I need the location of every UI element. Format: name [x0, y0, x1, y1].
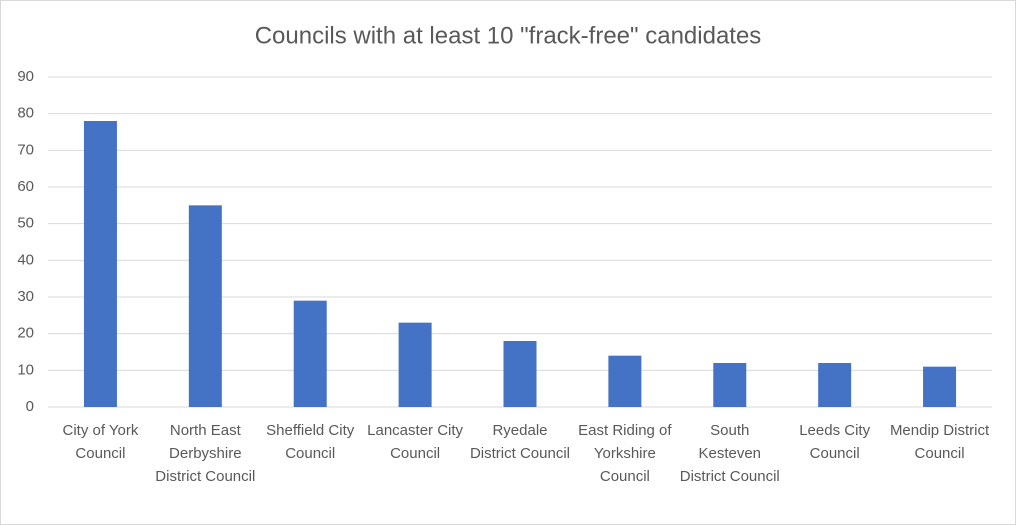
bar [398, 322, 432, 407]
bar [608, 355, 642, 407]
x-tick-label: City of York Council [62, 422, 139, 462]
x-tick-label: North East Derbyshire District Council [155, 422, 256, 485]
y-tick-label: 20 [17, 325, 34, 342]
x-tick-label-box: East Riding of Yorkshire Council [578, 422, 672, 485]
y-tick-label: 80 [17, 105, 34, 122]
bar [923, 366, 957, 407]
bar [503, 341, 537, 407]
x-tick-label: Mendip District Council [889, 422, 990, 462]
y-tick-label: 90 [17, 68, 34, 85]
y-tick-label: 0 [26, 398, 34, 415]
x-tick-label: Lancaster City Council [367, 422, 464, 462]
x-tick-label: Ryedale District Council [469, 422, 570, 462]
x-tick-label-box: Mendip District Council [889, 422, 990, 462]
chart-title: Councils with at least 10 "frack-free" c… [255, 22, 762, 49]
x-tick-label-box: Leeds City Council [799, 422, 871, 462]
x-tick-label-box: North East Derbyshire District Council [155, 422, 256, 485]
x-tick-label: East Riding of Yorkshire Council [578, 422, 672, 485]
x-tick-label: Leeds City Council [799, 422, 871, 462]
x-tick-label-box: Ryedale District Council [469, 422, 570, 462]
x-tick-label-box: South Kesteven District Council [679, 422, 780, 485]
y-tick-label: 10 [17, 361, 34, 378]
bar [713, 363, 747, 407]
x-tick-label: Sheffield City Council [266, 422, 355, 462]
y-tick-label: 60 [17, 178, 34, 195]
y-tick-label: 50 [17, 215, 34, 232]
x-tick-label-box: City of York Council [62, 422, 139, 462]
y-tick-label: 30 [17, 288, 34, 305]
x-tick-label-box: Sheffield City Council [266, 422, 355, 462]
y-tick-label: 40 [17, 251, 34, 268]
x-tick-label: South Kesteven District Council [679, 422, 780, 485]
bar [188, 205, 222, 407]
y-tick-label: 70 [17, 141, 34, 158]
x-tick-label-box: Lancaster City Council [367, 422, 464, 462]
bar [818, 363, 852, 407]
bar [83, 121, 117, 407]
bar [293, 300, 327, 407]
